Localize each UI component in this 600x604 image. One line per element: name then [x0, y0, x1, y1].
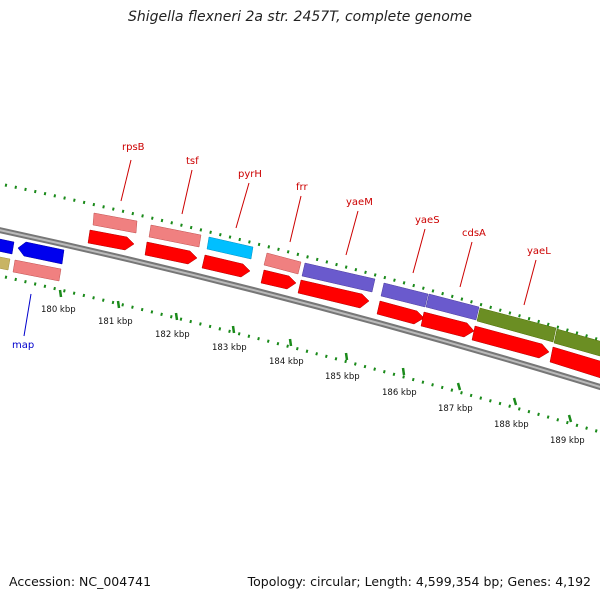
- leader-line: [120, 159, 132, 202]
- cds-arrow[interactable]: [297, 279, 370, 309]
- gene-label-tsf[interactable]: tsf: [186, 156, 199, 167]
- tick-label: 184 kbp: [269, 357, 304, 367]
- tick-mark: [58, 289, 63, 298]
- genome-title: Shigella flexneri 2a str. 2457T, complet…: [127, 9, 473, 25]
- gene-feature-pink[interactable]: [263, 252, 302, 275]
- gene-feature-olive[interactable]: [476, 307, 557, 343]
- gene-label-yaeS[interactable]: yaeS: [415, 215, 440, 226]
- gene-features: [92, 212, 600, 358]
- leader-line: [523, 259, 537, 306]
- gene-feature-purple[interactable]: [380, 282, 429, 308]
- cds-arrow[interactable]: [260, 269, 297, 290]
- tick-mark: [344, 352, 349, 361]
- genome-summary-text: Topology: circular; Length: 4,599,354 bp…: [247, 574, 591, 589]
- cds-arrow[interactable]: [471, 325, 550, 359]
- label-leaders: [120, 159, 537, 306]
- gene-label-yaeL[interactable]: yaeL: [527, 246, 551, 257]
- left-features: [0, 238, 65, 282]
- gene-feature-blue-reverse[interactable]: [17, 241, 65, 265]
- gene-feature-pink[interactable]: [148, 224, 202, 248]
- tick-label: 185 kbp: [325, 372, 360, 382]
- leader-line: [181, 169, 193, 215]
- tick-label: 180 kbp: [41, 305, 76, 315]
- tick-label: 188 kbp: [494, 420, 529, 430]
- tick-mark: [567, 414, 573, 423]
- cds-arrow[interactable]: [87, 229, 135, 251]
- accession-text: Accession: NC_004741: [9, 574, 152, 589]
- leader-line: [235, 182, 250, 229]
- tick-mark: [456, 382, 462, 391]
- genome-backbone-highlight: [0, 229, 600, 388]
- tick-mark: [288, 338, 293, 347]
- gene-label-frr[interactable]: frr: [296, 182, 308, 193]
- tick-label: 181 kbp: [98, 317, 133, 327]
- cds-arrow[interactable]: [376, 300, 425, 325]
- tick-mark: [401, 367, 406, 376]
- gene-label-rpsB[interactable]: rpsB: [122, 142, 145, 153]
- gene-label-cdsA[interactable]: cdsA: [462, 228, 486, 239]
- leader-line: [345, 210, 359, 256]
- gene-label-pyrH[interactable]: pyrH: [238, 169, 262, 180]
- tick-label: 186 kbp: [382, 388, 417, 398]
- leader-line: [289, 195, 302, 243]
- leader-line: [412, 228, 426, 274]
- major-ticks: [58, 289, 573, 423]
- leader-line: [459, 241, 473, 288]
- tick-mark: [116, 300, 121, 309]
- cds-arrow[interactable]: [144, 241, 198, 265]
- tick-label: 182 kbp: [155, 330, 190, 340]
- gene-feature-purple[interactable]: [425, 293, 480, 321]
- tick-label: 183 kbp: [212, 343, 247, 353]
- map-leader-line: [23, 293, 32, 337]
- cds-arrow[interactable]: [549, 346, 600, 380]
- cds-arrow[interactable]: [420, 311, 475, 338]
- gene-feature-purple[interactable]: [301, 262, 376, 293]
- gene-feature-olive[interactable]: [553, 328, 600, 358]
- gene-feature-pink[interactable]: [92, 212, 138, 234]
- tick-label: 187 kbp: [438, 404, 473, 414]
- gene-label-map[interactable]: map: [12, 340, 34, 351]
- tick-label: 189 kbp: [550, 436, 585, 446]
- cds-arrow[interactable]: [201, 254, 251, 278]
- gene-labels: rpsB tsf pyrH frr yaeM yaeS cdsA yaeL: [122, 142, 551, 257]
- gene-feature-pink[interactable]: [12, 259, 62, 282]
- gene-feature-tan[interactable]: [0, 256, 11, 271]
- cds-arrows: [87, 229, 600, 380]
- gene-label-yaeM[interactable]: yaeM: [346, 197, 373, 208]
- gene-feature-cyan[interactable]: [206, 236, 254, 260]
- tick-labels: 180 kbp 181 kbp 182 kbp 183 kbp 184 kbp …: [41, 305, 585, 446]
- tick-mark: [174, 312, 179, 321]
- tick-mark: [231, 325, 236, 334]
- gene-feature-blue[interactable]: [0, 238, 15, 255]
- tick-mark: [512, 397, 518, 406]
